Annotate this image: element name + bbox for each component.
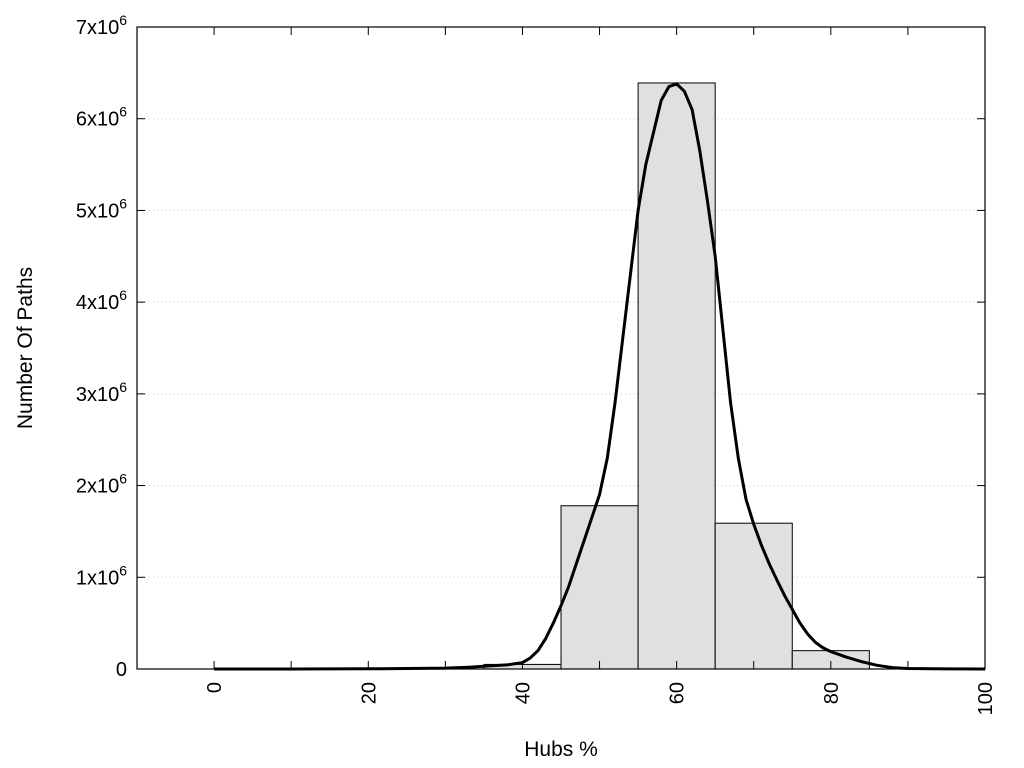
y-tick-label-3: 3x106 [76,379,127,406]
x-tick-label-0: 0 [204,682,226,693]
y-tick-label-0: 0 [116,659,127,681]
histogram-bars [483,82,870,670]
y-axis-title: Number Of Paths [14,267,37,429]
y-tick-label-4: 4x106 [76,287,127,314]
y-tick-label-7: 7x106 [76,12,127,39]
x-tick-label-3: 60 [667,682,689,704]
bar-7 [714,522,793,670]
x-tick-label-5: 100 [975,682,997,715]
x-tick-label-2: 40 [512,682,534,704]
plot-frame [136,26,986,670]
y-axis-ticks: 0 1x106 2x106 3x106 4x106 5x106 6x106 7x106 [76,12,985,681]
bar-5 [560,505,639,670]
fit-curve-line [214,82,986,671]
y-tick-label-6: 6x106 [76,104,127,131]
y-tick-label-1: 1x106 [76,562,127,589]
x-tick-label-4: 80 [821,682,843,704]
x-axis-title: Hubs % [524,738,598,761]
y-tick-label-2: 2x106 [76,471,127,498]
y-tick-label-5: 5x106 [76,195,127,222]
x-tick-label-1: 20 [358,682,380,704]
bar-6 [637,82,716,670]
fit-curve [214,82,986,671]
x-axis-ticks: 0 20 40 60 80 100 [204,27,997,715]
